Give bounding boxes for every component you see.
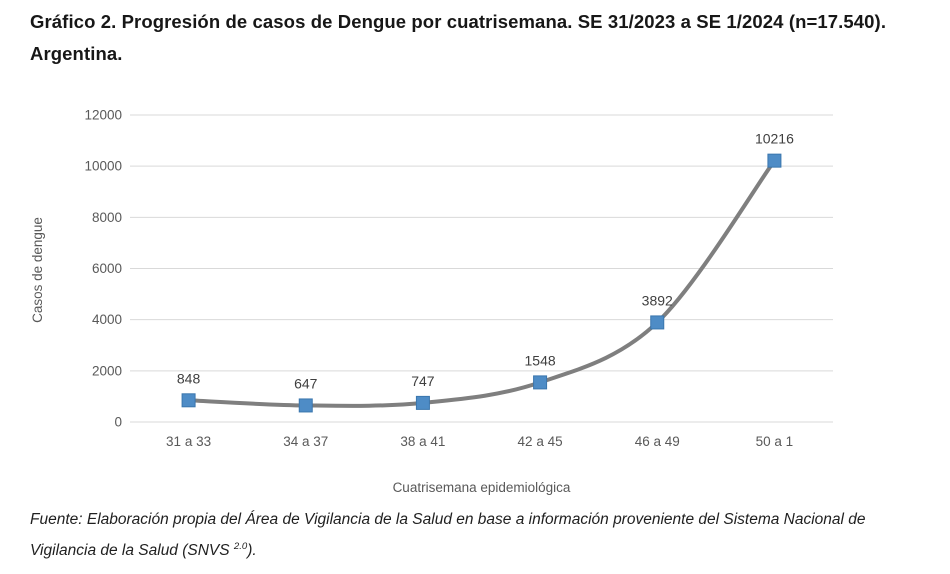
x-tick-label-2: 38 a 41 [400,434,445,449]
y-tick-label-6000: 6000 [92,261,122,276]
data-point-marker-3 [533,375,548,390]
source-note-line1: Fuente: Elaboración propia del Área de V… [30,511,866,528]
data-label-2: 747 [411,373,435,389]
data-label-4: 3892 [642,292,673,308]
source-note: Fuente: Elaboración propia del Área de V… [30,506,932,564]
x-axis-title: Cuatrisemana epidemiológica [393,480,571,495]
data-label-1: 647 [294,375,318,391]
x-tick-label-1: 34 a 37 [283,434,328,449]
series-line [186,158,777,408]
x-tick-label-0: 31 a 33 [166,434,211,449]
y-tick-label-4000: 4000 [92,312,122,327]
source-note-line2-close: ). [247,542,257,560]
data-point-marker-4 [650,315,665,330]
y-tick-label-8000: 8000 [92,210,122,225]
y-tick-label-2000: 2000 [92,363,122,378]
data-label-5: 10216 [755,131,794,147]
source-note-line2-text: Vigilancia de la Salud (SNVS [30,542,234,560]
x-tick-label-3: 42 a 45 [518,434,563,449]
data-label-0: 848 [177,370,201,386]
data-point-marker-1 [298,398,313,413]
snvs-version-superscript: 2.0 [233,541,248,552]
chart-title-line1: Gráfico 2. Progresión de casos de Dengue… [30,11,887,32]
data-point-marker-0 [181,393,196,408]
y-tick-label-10000: 10000 [84,159,122,174]
y-tick-label-12000: 12000 [84,108,122,123]
x-tick-label-5: 50 a 1 [756,434,794,449]
source-note-line2: Vigilancia de la Salud (SNVS 2.0). [30,533,932,564]
chart-title-line2: Argentina. [30,43,123,64]
data-point-marker-2 [415,395,430,410]
data-point-marker-5 [767,153,782,168]
y-axis-title: Casos de dengue [30,217,45,323]
x-tick-label-4: 46 a 49 [635,434,680,449]
data-label-3: 1548 [525,352,556,368]
dengue-line-chart: 0 2000 4000 6000 8000 10000 12000 31 a 33 34 a 3… [30,108,833,495]
y-tick-label-0: 0 [114,415,122,430]
chart-title: Gráfico 2. Progresión de casos de Dengue… [30,6,938,70]
